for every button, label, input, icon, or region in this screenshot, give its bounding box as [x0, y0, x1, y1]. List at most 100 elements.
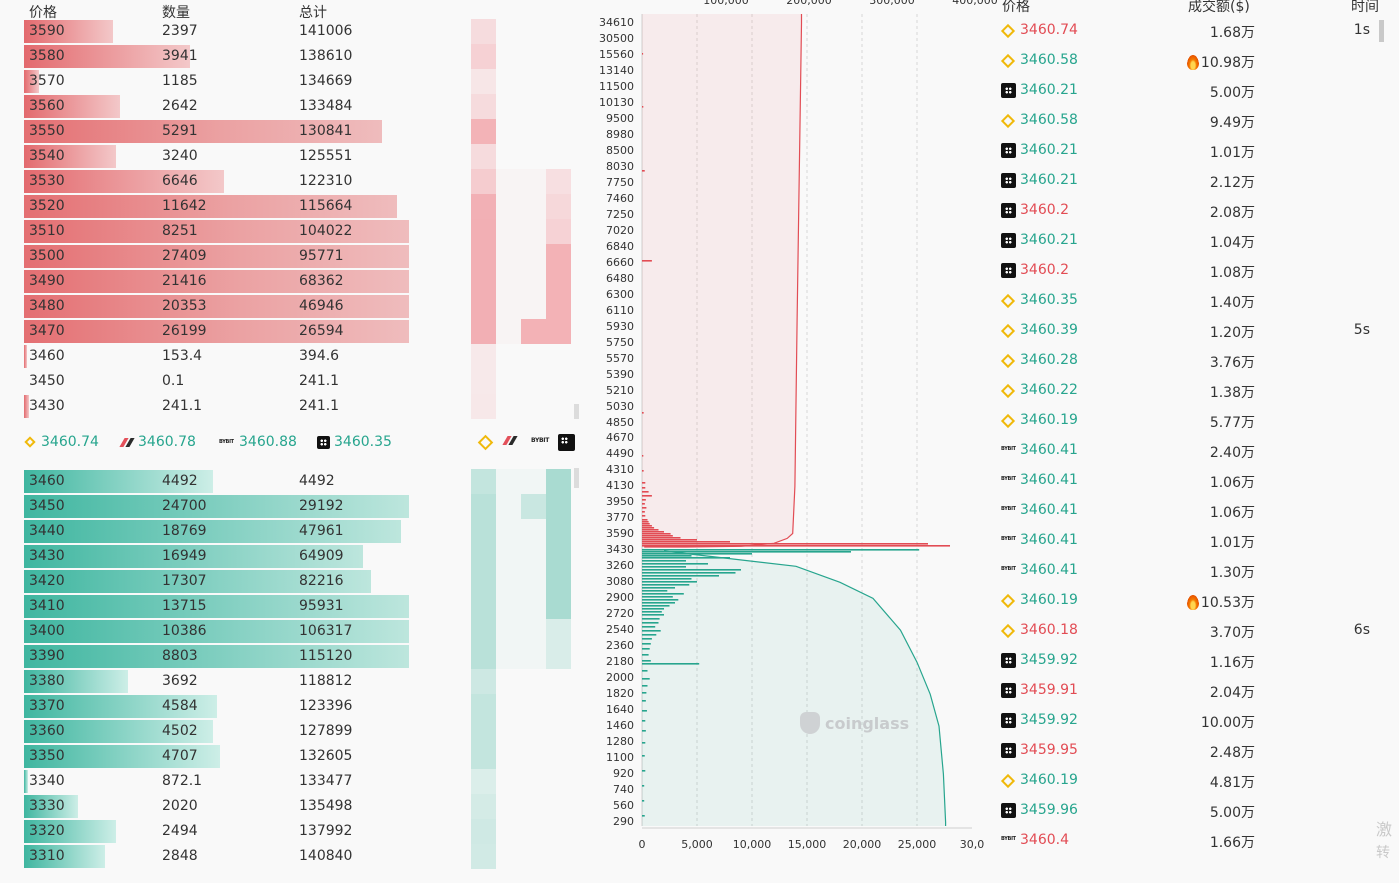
bid-row[interactable]: 3390 8803 115120: [24, 644, 409, 668]
ask-row[interactable]: 3470 26199 26594: [24, 319, 409, 343]
bid-price: 3390: [29, 648, 65, 664]
bid-row[interactable]: 3310 2848 140840: [24, 844, 409, 868]
trade-row[interactable]: BYBIT 3460.41 1.01万: [1000, 510, 1390, 551]
trade-amount: 1.01万: [1210, 532, 1255, 552]
bid-row[interactable]: 3320 2494 137992: [24, 819, 409, 843]
trade-row[interactable]: BYBIT 3460.41 1.06万: [1000, 480, 1390, 521]
bid-row[interactable]: 3430 16949 64909: [24, 544, 409, 568]
bid-row[interactable]: 3440 18769 47961: [24, 519, 409, 543]
trade-row[interactable]: BYBIT 3460.41 2.40万: [1000, 420, 1390, 461]
mid-price-value: 3460.74: [41, 434, 99, 450]
trade-row[interactable]: BYBIT 3460.41 1.30万: [1000, 540, 1390, 581]
trade-row[interactable]: 3460.2 2.08万: [1000, 180, 1390, 221]
scrollbar-bids[interactable]: [574, 468, 579, 488]
bid-row[interactable]: 3410 13715 95931: [24, 594, 409, 618]
bid-row[interactable]: 3370 4584 123396: [24, 694, 409, 718]
bid-row[interactable]: 3360 4502 127899: [24, 719, 409, 743]
trade-row[interactable]: 3459.96 5.00万: [1000, 780, 1390, 821]
trade-row[interactable]: 3459.95 2.48万: [1000, 720, 1390, 761]
bid-row[interactable]: 3380 3692 118812: [24, 669, 409, 693]
ask-row[interactable]: 3480 20353 46946: [24, 294, 409, 318]
trade-price-value: 3459.92: [1020, 652, 1078, 668]
bitget-icon[interactable]: [504, 434, 521, 451]
ask-level-bar: [642, 515, 646, 517]
ask-total: 141006: [299, 23, 353, 39]
trade-row[interactable]: 3460.19 10.53万: [1000, 570, 1390, 611]
bid-price: 3340: [29, 773, 65, 789]
bid-row[interactable]: 3420 17307 82216: [24, 569, 409, 593]
price-tick: 6110: [606, 303, 634, 317]
ask-row[interactable]: 3560 2642 133484: [24, 94, 409, 118]
trade-row[interactable]: 3460.2 1.08万: [1000, 240, 1390, 281]
ask-row[interactable]: 3430 241.1 241.1: [24, 394, 409, 418]
mid-price-bitget[interactable]: 3460.78: [121, 434, 196, 450]
bid-qty: 4707: [162, 748, 198, 764]
ask-row[interactable]: 3510 8251 104022: [24, 219, 409, 243]
trade-row[interactable]: 3460.19 5.77万: [1000, 390, 1390, 431]
bybit-icon[interactable]: BYBIT: [531, 437, 549, 444]
trades-header-time: 时间: [1351, 0, 1379, 15]
heatmap-cell: [471, 694, 496, 719]
trade-row[interactable]: 3459.92 1.16万: [1000, 630, 1390, 671]
trade-row[interactable]: BYBIT 3460.4 1.66万: [1000, 810, 1390, 851]
trade-amount: 5.00万: [1210, 802, 1255, 822]
bid-level-bar: [642, 678, 650, 680]
ask-qty: 3941: [162, 48, 198, 64]
heatmap-cell: [471, 744, 496, 769]
trade-row[interactable]: 3460.19 4.81万: [1000, 750, 1390, 791]
trade-row[interactable]: 3460.18 3.70万 6s: [1000, 600, 1390, 641]
bid-row[interactable]: 3460 4492 4492: [24, 469, 409, 493]
trade-row[interactable]: 3460.22 1.38万: [1000, 360, 1390, 401]
ask-row[interactable]: 3450 0.1 241.1: [24, 369, 409, 393]
price-tick: 7750: [606, 175, 634, 189]
okx-icon[interactable]: [558, 434, 575, 451]
ask-row[interactable]: 3490 21416 68362: [24, 269, 409, 293]
trade-row[interactable]: 3460.35 1.40万: [1000, 270, 1390, 311]
bid-level-bar: [642, 618, 660, 620]
bid-qty: 16949: [162, 548, 207, 564]
ask-row[interactable]: 3500 27409 95771: [24, 244, 409, 268]
trade-row[interactable]: 3460.21 2.12万: [1000, 150, 1390, 191]
bid-level-bar: [642, 605, 670, 607]
trade-row[interactable]: 3460.39 1.20万 5s: [1000, 300, 1390, 341]
ask-row[interactable]: 3580 3941 138610: [24, 44, 409, 68]
price-tick: 7250: [606, 207, 634, 221]
heatmap-cell: [546, 619, 571, 644]
ask-level-bar: [642, 507, 647, 509]
ask-row[interactable]: 3540 3240 125551: [24, 144, 409, 168]
trades-scrollbar[interactable]: [1379, 20, 1384, 42]
bid-row[interactable]: 3450 24700 29192: [24, 494, 409, 518]
ask-row[interactable]: 3460 153.4 394.6: [24, 344, 409, 368]
ask-row[interactable]: 3570 1185 134669: [24, 69, 409, 93]
trade-row[interactable]: 3460.58 9.49万: [1000, 90, 1390, 131]
mid-price-okx[interactable]: 3460.35: [317, 434, 392, 450]
bid-depth-bar: [24, 695, 217, 718]
mid-price-bybit[interactable]: BYBIT 3460.88: [219, 434, 297, 450]
ask-qty: 2397: [162, 23, 198, 39]
bid-level-bar: [642, 700, 646, 702]
trade-row[interactable]: 3459.92 10.00万: [1000, 690, 1390, 731]
scrollbar-asks[interactable]: [574, 404, 579, 419]
heatmap-cell: [496, 219, 521, 244]
trade-row[interactable]: 3460.21 5.00万: [1000, 60, 1390, 101]
binance-icon[interactable]: [477, 434, 494, 451]
trade-row[interactable]: 3460.74 1.68万 1s: [1000, 0, 1390, 41]
trade-row[interactable]: 3460.58 10.98万: [1000, 30, 1390, 71]
trade-row[interactable]: BYBIT 3460.41 1.06万: [1000, 450, 1390, 491]
bid-level-bar: [642, 587, 675, 589]
bid-row[interactable]: 3330 2020 135498: [24, 794, 409, 818]
trade-row[interactable]: 3460.21 1.01万: [1000, 120, 1390, 161]
bid-row[interactable]: 3350 4707 132605: [24, 744, 409, 768]
ask-row[interactable]: 3550 5291 130841: [24, 119, 409, 143]
bid-depth-bar: [24, 795, 78, 818]
trade-amount-value: 10.98万: [1200, 55, 1255, 71]
mid-price-binance[interactable]: 3460.74: [24, 434, 99, 450]
ask-row[interactable]: 3590 2397 141006: [24, 19, 409, 43]
bid-row[interactable]: 3400 10386 106317: [24, 619, 409, 643]
ask-row[interactable]: 3520 11642 115664: [24, 194, 409, 218]
trade-row[interactable]: 3460.28 3.76万: [1000, 330, 1390, 371]
trade-row[interactable]: 3460.21 1.04万: [1000, 210, 1390, 251]
bid-row[interactable]: 3340 872.1 133477: [24, 769, 409, 793]
ask-row[interactable]: 3530 6646 122310: [24, 169, 409, 193]
trade-row[interactable]: 3459.91 2.04万: [1000, 660, 1390, 701]
